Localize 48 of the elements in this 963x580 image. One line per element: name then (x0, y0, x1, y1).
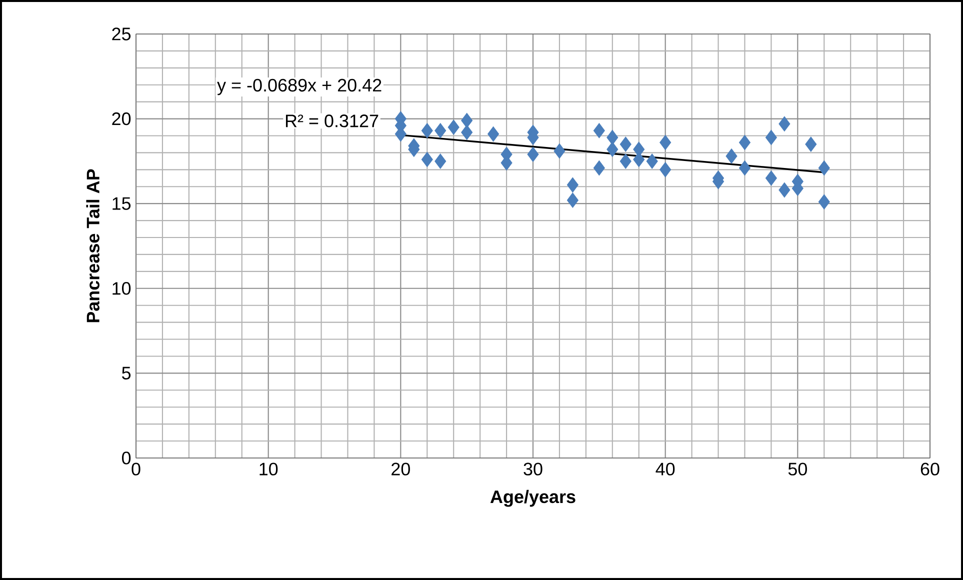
point (778, 182, 790, 198)
point (646, 154, 658, 169)
point (606, 130, 618, 146)
point (818, 160, 830, 176)
point (660, 162, 672, 178)
annotation: y = -0.0689x + 20.42 (217, 78, 382, 96)
point (593, 123, 605, 138)
point (805, 136, 817, 152)
point (738, 160, 751, 176)
y-tick-label: 15 (112, 197, 131, 210)
point (461, 124, 473, 140)
point (726, 148, 738, 164)
y-axis-title: Pancrease Tail AP (86, 169, 100, 322)
x-tick-label: 10 (260, 462, 278, 476)
point (660, 134, 672, 150)
point (488, 126, 500, 142)
x-axis-title: Age/years (490, 490, 576, 507)
point (606, 142, 618, 157)
x-tick-label: 50 (788, 462, 807, 476)
y-tick-label: 5 (122, 366, 131, 380)
point (421, 123, 433, 138)
y-tick-label: 10 (112, 282, 131, 295)
x-tick-label: 20 (392, 462, 410, 476)
point (461, 112, 473, 128)
point (818, 194, 830, 210)
x-tick-label: 60 (920, 462, 940, 476)
point (620, 136, 632, 152)
point (620, 154, 632, 169)
point (554, 143, 566, 159)
point (566, 177, 578, 193)
point (434, 123, 446, 138)
x-tick-label: 30 (524, 462, 542, 476)
annotation: R² = 0.3127 (286, 114, 378, 128)
point (738, 134, 751, 150)
point (566, 192, 578, 208)
point (434, 154, 446, 169)
y-tick-label: 0 (122, 452, 131, 464)
y-tick-label: 25 (112, 28, 131, 40)
point (448, 120, 460, 135)
point (765, 170, 777, 186)
y-tick-label: 20 (112, 112, 131, 126)
point (527, 146, 539, 162)
point (593, 160, 605, 176)
x-tick-label: 0 (132, 462, 140, 476)
x-tick-label: 40 (656, 462, 675, 476)
point (778, 116, 790, 132)
point (421, 152, 433, 168)
point (765, 130, 777, 146)
